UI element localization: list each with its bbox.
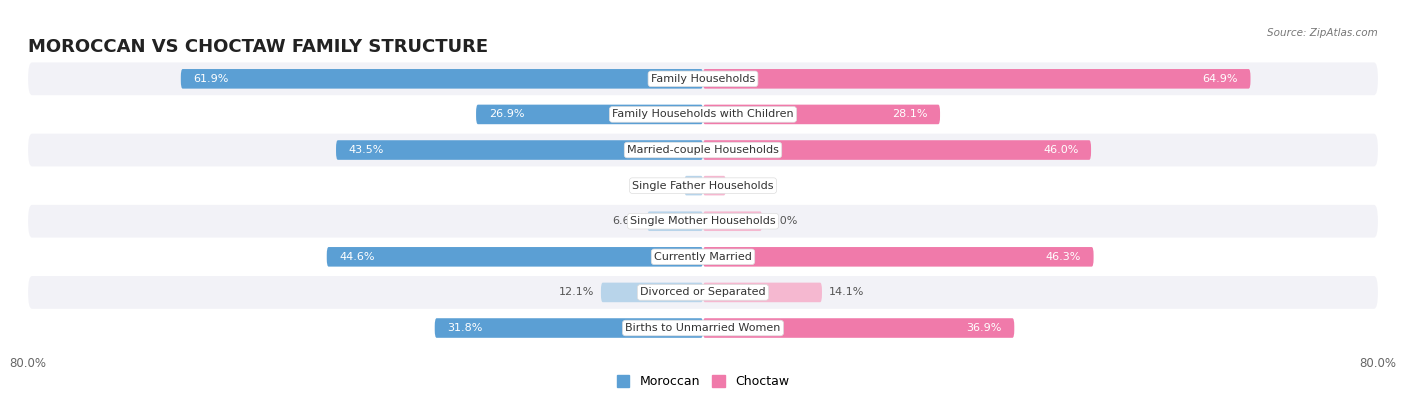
Text: Single Father Households: Single Father Households (633, 181, 773, 191)
FancyBboxPatch shape (28, 241, 1378, 273)
Text: 64.9%: 64.9% (1202, 74, 1237, 84)
FancyBboxPatch shape (647, 211, 703, 231)
Text: 46.3%: 46.3% (1046, 252, 1081, 262)
FancyBboxPatch shape (326, 247, 703, 267)
FancyBboxPatch shape (477, 105, 703, 124)
FancyBboxPatch shape (28, 276, 1378, 309)
Text: 43.5%: 43.5% (349, 145, 384, 155)
FancyBboxPatch shape (703, 105, 941, 124)
FancyBboxPatch shape (703, 140, 1091, 160)
Text: Currently Married: Currently Married (654, 252, 752, 262)
FancyBboxPatch shape (28, 169, 1378, 202)
FancyBboxPatch shape (28, 62, 1378, 95)
FancyBboxPatch shape (703, 69, 1250, 88)
Text: Divorced or Separated: Divorced or Separated (640, 288, 766, 297)
FancyBboxPatch shape (181, 69, 703, 88)
Legend: Moroccan, Choctaw: Moroccan, Choctaw (612, 370, 794, 393)
Text: 28.1%: 28.1% (891, 109, 928, 119)
Text: 12.1%: 12.1% (558, 288, 595, 297)
Text: 46.0%: 46.0% (1043, 145, 1078, 155)
Text: 7.0%: 7.0% (769, 216, 797, 226)
Text: 2.2%: 2.2% (650, 181, 678, 191)
FancyBboxPatch shape (28, 312, 1378, 344)
Text: 31.8%: 31.8% (447, 323, 482, 333)
FancyBboxPatch shape (28, 205, 1378, 238)
FancyBboxPatch shape (703, 318, 1014, 338)
FancyBboxPatch shape (336, 140, 703, 160)
FancyBboxPatch shape (703, 176, 725, 196)
Text: 44.6%: 44.6% (339, 252, 375, 262)
Text: Single Mother Households: Single Mother Households (630, 216, 776, 226)
FancyBboxPatch shape (434, 318, 703, 338)
Text: Births to Unmarried Women: Births to Unmarried Women (626, 323, 780, 333)
Text: 36.9%: 36.9% (966, 323, 1001, 333)
Text: 14.1%: 14.1% (828, 288, 865, 297)
Text: Family Households with Children: Family Households with Children (612, 109, 794, 119)
Text: 2.7%: 2.7% (733, 181, 761, 191)
Text: MOROCCAN VS CHOCTAW FAMILY STRUCTURE: MOROCCAN VS CHOCTAW FAMILY STRUCTURE (28, 38, 488, 56)
Text: Source: ZipAtlas.com: Source: ZipAtlas.com (1267, 28, 1378, 38)
FancyBboxPatch shape (703, 211, 762, 231)
FancyBboxPatch shape (703, 283, 823, 302)
Text: Married-couple Households: Married-couple Households (627, 145, 779, 155)
FancyBboxPatch shape (685, 176, 703, 196)
FancyBboxPatch shape (28, 98, 1378, 131)
Text: Family Households: Family Households (651, 74, 755, 84)
Text: 6.6%: 6.6% (613, 216, 641, 226)
Text: 26.9%: 26.9% (489, 109, 524, 119)
FancyBboxPatch shape (703, 247, 1094, 267)
Text: 61.9%: 61.9% (194, 74, 229, 84)
FancyBboxPatch shape (600, 283, 703, 302)
FancyBboxPatch shape (28, 134, 1378, 166)
